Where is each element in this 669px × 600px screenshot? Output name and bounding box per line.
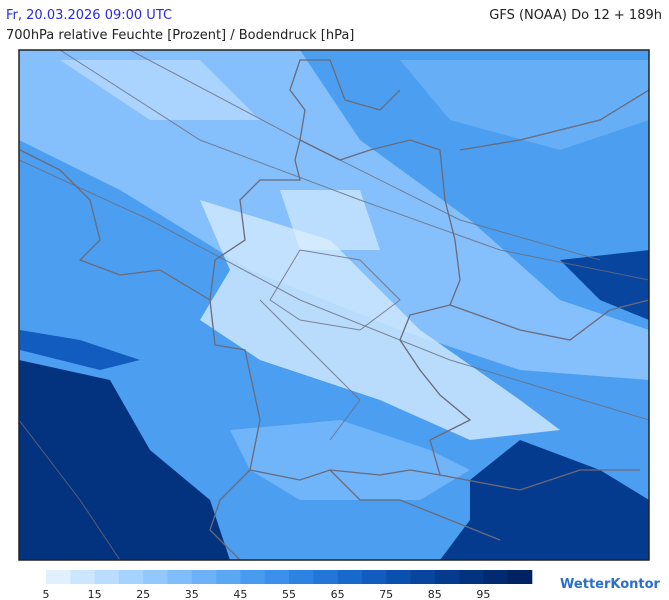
colorbar-label: 5 xyxy=(43,588,50,600)
colorbar-swatch xyxy=(483,570,508,584)
colorbar-swatch xyxy=(459,570,484,584)
parameter: 700hPa relative Feuchte [Prozent] / Bode… xyxy=(6,28,354,43)
colorbar-swatch xyxy=(94,570,120,584)
colorbar-label: 55 xyxy=(282,588,296,600)
humidity-field xyxy=(19,50,649,560)
colorbar-swatch xyxy=(118,570,144,584)
colorbar-label: 45 xyxy=(233,588,247,600)
model-run: GFS (NOAA) Do 12 + 189h xyxy=(489,8,662,23)
colorbar-swatch xyxy=(313,570,338,584)
colorbar-label: 85 xyxy=(428,588,442,600)
colorbar-swatch xyxy=(410,570,436,584)
colorbar-label: 15 xyxy=(88,588,102,600)
colorbar-swatch xyxy=(289,570,314,584)
colorbar-swatch xyxy=(507,570,533,584)
colorbar-swatch xyxy=(70,570,95,584)
colorbar-swatch xyxy=(216,570,241,584)
colorbar-swatch xyxy=(240,570,265,584)
colorbar-swatch xyxy=(46,570,71,584)
colorbar-swatch xyxy=(167,570,193,584)
brand: WetterKontor xyxy=(560,577,661,592)
colorbar-label: 65 xyxy=(331,588,345,600)
colorbar: 5 15 25 35 45 55 65 75 85 95 xyxy=(43,570,533,600)
colorbar-swatch xyxy=(434,570,460,584)
colorbar-label: 75 xyxy=(379,588,393,600)
map-frame xyxy=(18,49,650,561)
colorbar-label: 35 xyxy=(185,588,199,600)
colorbar-label: 95 xyxy=(476,588,490,600)
colorbar-swatch xyxy=(337,570,363,584)
colorbar-swatch xyxy=(143,570,168,584)
valid-time: Fr, 20.03.2026 09:00 UTC xyxy=(6,8,172,23)
colorbar-swatch xyxy=(264,570,290,584)
colorbar-swatch xyxy=(361,570,387,584)
colorbar-label: 25 xyxy=(136,588,150,600)
colorbar-swatch xyxy=(386,570,411,584)
colorbar-swatch xyxy=(191,570,217,584)
